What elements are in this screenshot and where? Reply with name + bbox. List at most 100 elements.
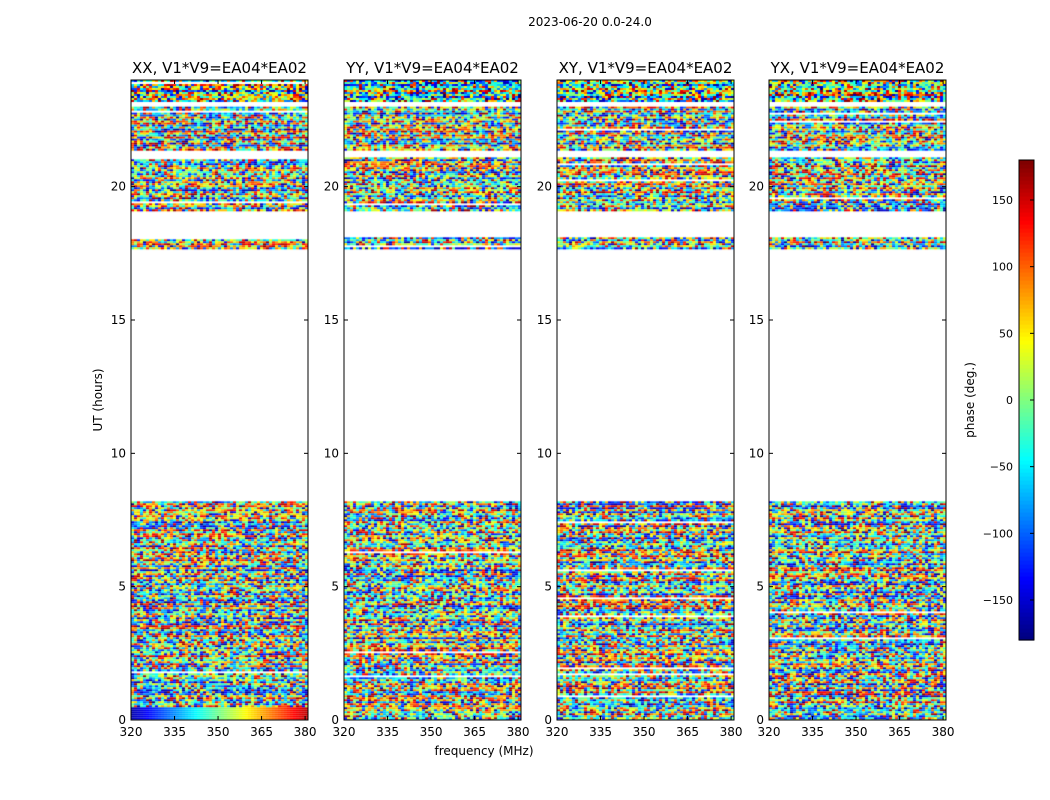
x-tick-label: 365	[888, 725, 911, 739]
colorbar-segment	[1019, 476, 1034, 481]
colorbar-segment	[1019, 540, 1034, 545]
colorbar-segment	[1019, 384, 1034, 389]
panel-4: YX, V1*V9=EA04*EA02 320 335 350 365 380 0 5 10 15…	[749, 59, 955, 739]
colorbar-segment	[1019, 536, 1034, 541]
colorbar-segment	[1019, 308, 1034, 313]
colorbar-segment	[1019, 412, 1034, 417]
x-tick-label: 320	[333, 725, 356, 739]
colorbar-segment	[1019, 404, 1034, 409]
colorbar-segment	[1019, 596, 1034, 601]
colorbar-segment	[1019, 552, 1034, 557]
colorbar-segment	[1019, 428, 1034, 433]
colorbar-tick-label: 150	[992, 194, 1013, 207]
colorbar-segment	[1019, 252, 1034, 257]
colorbar-segment	[1019, 268, 1034, 273]
colorbar-segment	[1019, 168, 1034, 173]
colorbar-segment	[1019, 316, 1034, 321]
colorbar-segment	[1019, 296, 1034, 301]
colorbar-segment	[1019, 468, 1034, 473]
colorbar-segment	[1019, 588, 1034, 593]
colorbar-tick-label: −150	[983, 594, 1013, 607]
y-tick-label: 15	[749, 313, 764, 327]
panel-1: XX, V1*V9=EA04*EA02 320 335 350 365 380 0 5 10 15…	[111, 59, 317, 739]
x-tick-label: 350	[633, 725, 656, 739]
colorbar-segment	[1019, 584, 1034, 589]
colorbar-segment	[1019, 620, 1034, 625]
y-tick-label: 20	[537, 180, 552, 194]
colorbar-segment	[1019, 396, 1034, 401]
y-tick-label: 0	[118, 713, 126, 727]
colorbar-segment	[1019, 572, 1034, 577]
colorbar-segment	[1019, 236, 1034, 241]
x-tick-label: 335	[589, 725, 612, 739]
colorbar-segment	[1019, 416, 1034, 421]
y-tick-label: 15	[111, 313, 126, 327]
x-tick-label: 365	[250, 725, 273, 739]
colorbar-segment	[1019, 556, 1034, 561]
x-tick-label: 380	[932, 725, 955, 739]
colorbar-segment	[1019, 288, 1034, 293]
colorbar-segment	[1019, 312, 1034, 317]
colorbar-tick-label: −100	[983, 527, 1013, 540]
colorbar-segment	[1019, 284, 1034, 289]
colorbar-segment	[1019, 408, 1034, 413]
heatmap-image	[557, 80, 734, 720]
x-tick-label: 380	[720, 725, 743, 739]
colorbar-segment	[1019, 224, 1034, 229]
colorbar-segment	[1019, 628, 1034, 633]
colorbar-segment	[1019, 544, 1034, 549]
colorbar-segment	[1019, 216, 1034, 221]
colorbar-segment	[1019, 440, 1034, 445]
colorbar-tick-label: 0	[1006, 394, 1013, 407]
colorbar-segment	[1019, 192, 1034, 197]
x-tick-label: 335	[163, 725, 186, 739]
colorbar-segment	[1019, 528, 1034, 533]
colorbar-segment	[1019, 292, 1034, 297]
heatmap-image	[131, 80, 308, 720]
colorbar-tick-label: 50	[999, 327, 1013, 340]
panel-frame	[343, 79, 522, 721]
panel-2: YY, V1*V9=EA04*EA02 320 335 350 365 380 0 5 10 15…	[324, 59, 530, 739]
y-tick-label: 10	[537, 446, 552, 460]
colorbar: −150 −100 −50 0 50 100 150	[983, 159, 1035, 641]
colorbar-segment	[1019, 612, 1034, 617]
colorbar-segment	[1019, 524, 1034, 529]
colorbar-segment	[1019, 320, 1034, 325]
colorbar-segment	[1019, 344, 1034, 349]
colorbar-segment	[1019, 432, 1034, 437]
x-tick-label: 320	[758, 725, 781, 739]
panel-frame	[768, 79, 947, 721]
x-tick-label: 335	[376, 725, 399, 739]
colorbar-segment	[1019, 176, 1034, 181]
colorbar-segment	[1019, 336, 1034, 341]
colorbar-segment	[1019, 332, 1034, 337]
panel-title: XY, V1*V9=EA04*EA02	[559, 59, 733, 77]
colorbar-segment	[1019, 160, 1034, 165]
colorbar-segment	[1019, 388, 1034, 393]
colorbar-segment	[1019, 348, 1034, 353]
colorbar-segment	[1019, 244, 1034, 249]
colorbar-segment	[1019, 484, 1034, 489]
colorbar-segment	[1019, 368, 1034, 373]
colorbar-segment	[1019, 420, 1034, 425]
x-tick-label: 380	[507, 725, 530, 739]
figure-suptitle: 2023-06-20 0.0-24.0	[528, 15, 652, 29]
colorbar-segment	[1019, 496, 1034, 501]
y-tick-label: 0	[756, 713, 764, 727]
colorbar-segment	[1019, 560, 1034, 565]
colorbar-segment	[1019, 576, 1034, 581]
colorbar-segment	[1019, 604, 1034, 609]
colorbar-segment	[1019, 220, 1034, 225]
colorbar-segment	[1019, 464, 1034, 469]
colorbar-segment	[1019, 436, 1034, 441]
colorbar-tick-label: −50	[990, 461, 1013, 474]
colorbar-segment	[1019, 188, 1034, 193]
colorbar-segment	[1019, 264, 1034, 269]
x-tick-label: 350	[845, 725, 868, 739]
colorbar-segment	[1019, 392, 1034, 397]
colorbar-segment	[1019, 228, 1034, 233]
colorbar-segment	[1019, 488, 1034, 493]
colorbar-segment	[1019, 616, 1034, 621]
colorbar-segment	[1019, 492, 1034, 497]
